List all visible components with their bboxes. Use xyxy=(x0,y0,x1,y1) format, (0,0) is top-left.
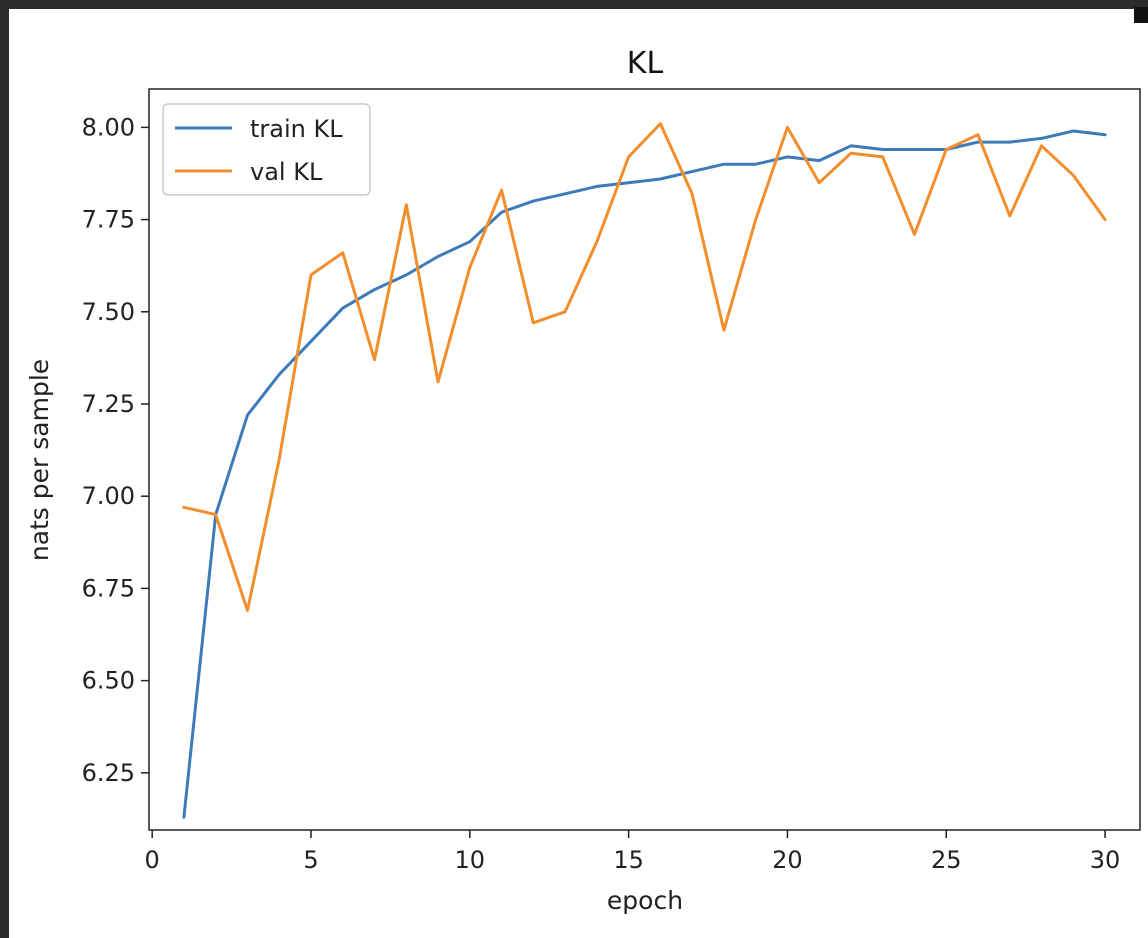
y-tick-label-7.25: 7.25 xyxy=(82,390,135,418)
y-tick-label-7.75: 7.75 xyxy=(82,206,135,234)
x-tick-label-0: 0 xyxy=(145,846,160,874)
y-axis-label: nats per sample xyxy=(25,359,54,561)
x-axis-label: epoch xyxy=(607,886,683,915)
legend-label-val: val KL xyxy=(250,158,323,186)
x-axis: 0 5 10 15 20 25 30 xyxy=(145,830,1121,874)
series-line-train-kl xyxy=(182,129,1107,819)
plot-frame xyxy=(148,88,1141,831)
y-tick-label-6.25: 6.25 xyxy=(82,759,135,787)
x-tick-label-10: 10 xyxy=(455,846,486,874)
x-tick-label-30: 30 xyxy=(1090,846,1121,874)
x-tick-label-5: 5 xyxy=(303,846,318,874)
window-corner-marker xyxy=(1134,7,1148,23)
x-tick-label-15: 15 xyxy=(613,846,644,874)
legend-label-train: train KL xyxy=(250,115,343,143)
x-tick-label-25: 25 xyxy=(931,846,962,874)
y-tick-label-7.00: 7.00 xyxy=(82,482,135,510)
legend: train KL val KL xyxy=(162,103,371,196)
y-tick-label-7.50: 7.50 xyxy=(82,298,135,326)
y-tick-label-6.75: 6.75 xyxy=(82,574,135,602)
x-tick-label-20: 20 xyxy=(772,846,803,874)
y-tick-label-6.50: 6.50 xyxy=(82,667,135,695)
series-line-val-kl xyxy=(182,122,1107,612)
chart-title: KL xyxy=(627,46,664,81)
plot-area xyxy=(148,88,1141,831)
y-axis: 6.25 6.50 6.75 7.00 7.25 7.50 7.75 8.00 xyxy=(82,113,149,787)
series-layer xyxy=(182,122,1107,819)
y-tick-label-8.00: 8.00 xyxy=(82,113,135,141)
